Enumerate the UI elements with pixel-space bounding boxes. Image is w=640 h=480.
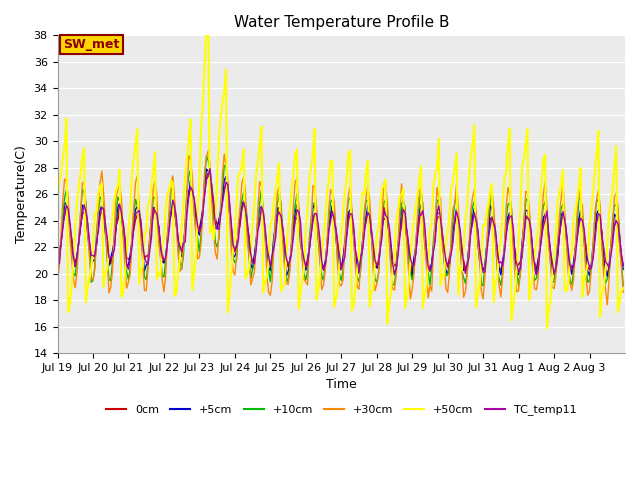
+30cm: [454, 204, 462, 209]
TC_temp11: [461, 270, 469, 276]
+10cm: [454, 216, 462, 221]
+50cm: [520, 156, 528, 162]
TC_temp11: [620, 263, 627, 269]
Title: Water Temperature Profile B: Water Temperature Profile B: [234, 15, 449, 30]
X-axis label: Time: Time: [326, 378, 356, 392]
+5cm: [520, 223, 528, 228]
TC_temp11: [454, 216, 462, 222]
TC_temp11: [54, 260, 61, 265]
0cm: [204, 170, 212, 176]
+10cm: [522, 198, 529, 204]
+5cm: [620, 266, 627, 272]
TC_temp11: [206, 166, 214, 171]
+5cm: [454, 216, 462, 222]
+5cm: [604, 274, 611, 279]
+30cm: [54, 280, 61, 286]
0cm: [520, 230, 528, 236]
Text: SW_met: SW_met: [63, 38, 120, 51]
+10cm: [135, 204, 143, 210]
+30cm: [461, 289, 469, 295]
Line: TC_temp11: TC_temp11: [58, 168, 623, 275]
0cm: [454, 215, 462, 221]
Line: 0cm: 0cm: [58, 173, 623, 273]
Line: +10cm: +10cm: [58, 156, 623, 286]
TC_temp11: [348, 211, 356, 217]
0cm: [54, 252, 61, 258]
0cm: [348, 217, 356, 223]
0cm: [135, 210, 143, 216]
+50cm: [204, 19, 212, 25]
+10cm: [348, 210, 356, 216]
0cm: [552, 269, 559, 275]
+50cm: [620, 286, 627, 291]
+30cm: [348, 207, 356, 213]
0cm: [620, 262, 627, 268]
+10cm: [203, 153, 211, 159]
Line: +5cm: +5cm: [58, 169, 623, 276]
+10cm: [54, 272, 61, 277]
+30cm: [552, 273, 559, 279]
+10cm: [620, 283, 627, 288]
0cm: [461, 265, 469, 271]
TC_temp11: [554, 249, 561, 255]
+50cm: [54, 198, 61, 204]
Line: +50cm: +50cm: [58, 22, 623, 329]
TC_temp11: [520, 236, 528, 242]
+10cm: [554, 240, 561, 246]
+30cm: [604, 302, 611, 308]
+50cm: [454, 292, 462, 298]
+30cm: [520, 219, 528, 225]
+50cm: [135, 281, 143, 287]
+10cm: [479, 283, 487, 288]
+50cm: [348, 308, 356, 313]
+50cm: [554, 199, 561, 204]
Y-axis label: Temperature(C): Temperature(C): [15, 145, 28, 243]
+30cm: [204, 148, 212, 154]
+10cm: [461, 280, 469, 286]
+5cm: [461, 267, 469, 273]
Legend: 0cm, +5cm, +10cm, +30cm, +50cm, TC_temp11: 0cm, +5cm, +10cm, +30cm, +50cm, TC_temp1…: [102, 400, 580, 420]
+5cm: [348, 216, 356, 222]
+50cm: [461, 218, 469, 224]
Line: +30cm: +30cm: [58, 151, 623, 305]
+30cm: [620, 289, 627, 295]
+5cm: [135, 210, 143, 216]
0cm: [604, 270, 611, 276]
+5cm: [203, 166, 211, 172]
+30cm: [135, 203, 143, 208]
+5cm: [552, 267, 559, 273]
+5cm: [54, 261, 61, 266]
TC_temp11: [135, 207, 143, 213]
+50cm: [543, 326, 551, 332]
TC_temp11: [532, 272, 540, 277]
